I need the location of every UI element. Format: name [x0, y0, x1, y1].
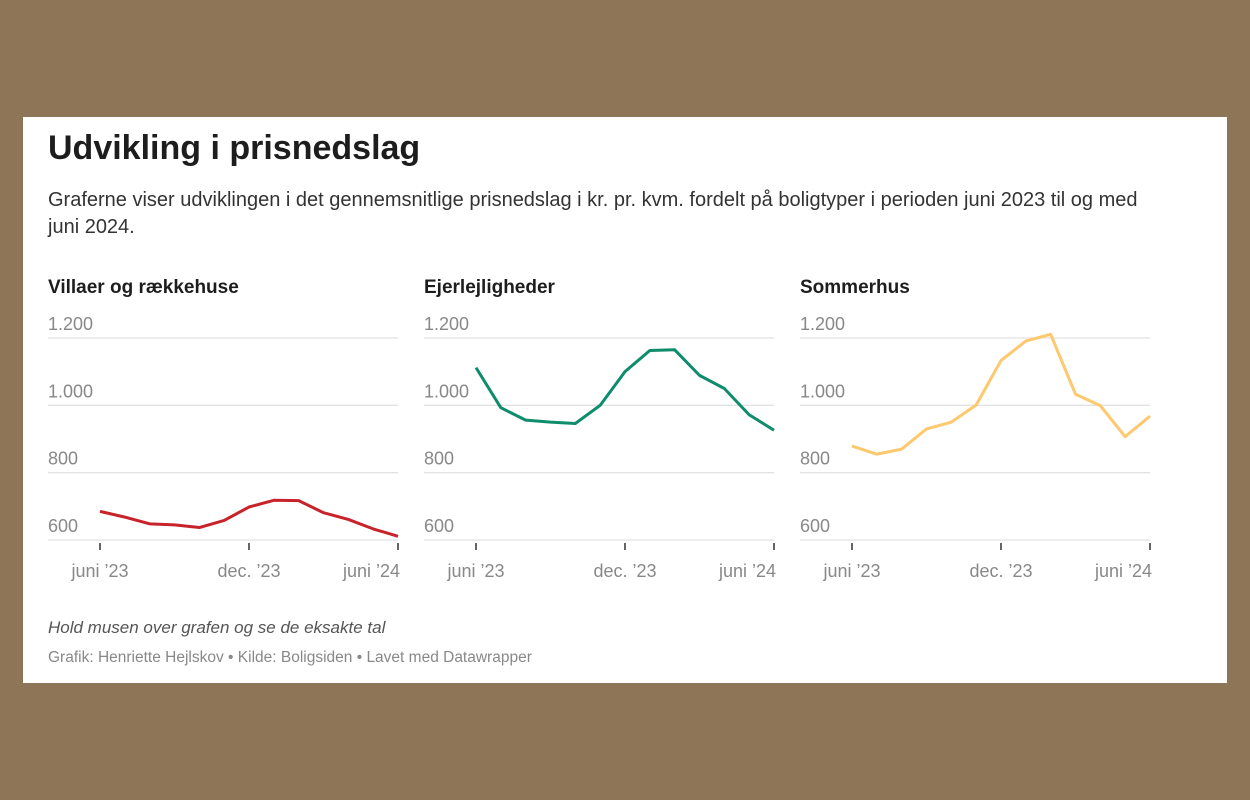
data-point[interactable] [945, 416, 957, 428]
x-tick-label: dec. ’23 [593, 561, 656, 581]
data-point[interactable] [846, 440, 858, 452]
data-point[interactable] [1070, 388, 1082, 400]
data-point[interactable] [1094, 400, 1106, 412]
data-point[interactable] [619, 366, 631, 378]
line-chart-ejerlejligheder[interactable]: 600 800 1.000 1.200 juni ’23 dec. ’23 juni ’24 [424, 310, 784, 610]
data-point[interactable] [218, 514, 230, 526]
data-point[interactable] [871, 448, 883, 460]
y-tick-label: 800 [48, 449, 78, 469]
data-point[interactable] [318, 507, 330, 519]
data-point[interactable] [243, 501, 255, 513]
x-tick-label: juni ’24 [1094, 561, 1152, 581]
panel-title: Sommerhus [800, 277, 910, 298]
data-point[interactable] [694, 369, 706, 381]
data-point[interactable] [545, 416, 557, 428]
series-line[interactable] [474, 348, 775, 432]
data-point[interactable] [193, 522, 205, 534]
separator: • [352, 649, 367, 666]
chart-card: Udvikling i prisnedslag Graferne viser u… [23, 117, 1227, 683]
data-point[interactable] [520, 414, 532, 426]
x-tick-label: juni ’24 [718, 561, 776, 581]
data-point[interactable] [718, 383, 730, 395]
x-tick-label: juni ’23 [822, 561, 880, 581]
data-point[interactable] [94, 505, 106, 517]
x-tick-label: dec. ’23 [969, 561, 1032, 581]
y-tick-label: 1.200 [48, 314, 93, 334]
data-point[interactable] [470, 362, 482, 374]
y-tick-label: 1.000 [424, 381, 469, 401]
data-point[interactable] [169, 519, 181, 531]
chart-subtitle: Graferne viser udviklingen i det gennems… [48, 189, 1138, 238]
y-tick-label: 1.000 [48, 381, 93, 401]
hover-note: Hold musen over grafen og se de eksakte … [48, 618, 386, 637]
panel-title: Villaer og rækkehuse [48, 277, 239, 298]
y-tick-label: 800 [424, 449, 454, 469]
data-point[interactable] [1020, 335, 1032, 347]
panel-sommerhus[interactable]: Sommerhus 600 800 1.000 1.200 juni ’23 dec. ’… [800, 277, 1160, 581]
x-tick-label: juni ’23 [70, 561, 128, 581]
y-tick-label: 800 [800, 449, 830, 469]
data-point[interactable] [569, 418, 581, 430]
line-chart-villaer[interactable]: 600 800 1.000 1.200 juni ’23 dec. ’23 juni ’24 [48, 310, 408, 610]
y-tick-label: 600 [800, 516, 830, 536]
data-point[interactable] [594, 399, 606, 411]
data-point[interactable] [921, 423, 933, 435]
panel-title: Ejerlejligheder [424, 277, 555, 298]
chart-title: Udvikling i prisnedslag [48, 129, 421, 167]
y-tick-label: 1.200 [424, 314, 469, 334]
data-point[interactable] [768, 424, 780, 436]
data-point[interactable] [392, 530, 404, 542]
data-point[interactable] [268, 494, 280, 506]
data-point[interactable] [495, 402, 507, 414]
y-tick-label: 1.000 [800, 381, 845, 401]
x-tick-label: dec. ’23 [217, 561, 280, 581]
series-line[interactable] [851, 332, 1151, 456]
datawrapper-link[interactable]: Lavet med Datawrapper [366, 649, 532, 666]
x-tick-label: juni ’23 [446, 561, 504, 581]
panel-ejerlejligheder[interactable]: Ejerlejligheder 600 800 1.000 1.200 juni ’23… [424, 277, 784, 581]
y-tick-label: 600 [424, 516, 454, 536]
data-point[interactable] [669, 344, 681, 356]
y-tick-label: 1.200 [800, 314, 845, 334]
data-point[interactable] [144, 518, 156, 530]
data-point[interactable] [644, 344, 656, 356]
data-point[interactable] [119, 511, 131, 523]
source-line: Grafik: Henriette Hejlskov • Kilde: Boli… [48, 649, 532, 667]
y-tick-label: 600 [48, 516, 78, 536]
x-tick-label: juni ’24 [342, 561, 400, 581]
line-chart-sommerhus[interactable]: 600 800 1.000 1.200 juni ’23 dec. ’23 juni ’24 [800, 310, 1160, 610]
source-origin: Kilde: Boligsiden [237, 649, 353, 666]
data-point[interactable] [293, 495, 305, 507]
separator: • [223, 649, 238, 666]
series-line[interactable] [99, 498, 399, 538]
data-point[interactable] [743, 409, 755, 421]
source-author: Grafik: Henriette Hejlskov [48, 649, 224, 666]
data-point[interactable] [896, 443, 908, 455]
panel-villaer[interactable]: Villaer og rækkehuse 600 800 1.000 1.200 jun… [48, 277, 408, 581]
data-point[interactable] [970, 399, 982, 411]
data-point[interactable] [1144, 410, 1156, 422]
data-point[interactable] [342, 513, 354, 525]
data-point[interactable] [995, 355, 1007, 367]
data-point[interactable] [1045, 328, 1057, 340]
data-point[interactable] [1119, 431, 1131, 443]
data-point[interactable] [367, 523, 379, 535]
